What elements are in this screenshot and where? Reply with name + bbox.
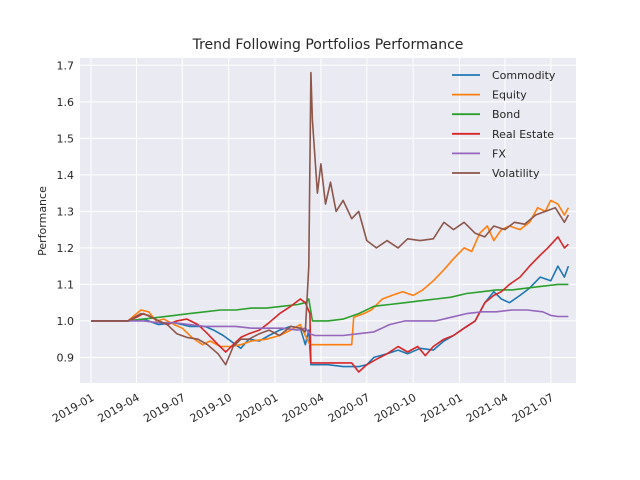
series-line-fx — [91, 309, 569, 337]
legend: Commodity Equity Bond Real Estate FX Volatili… — [452, 69, 556, 180]
y-tick-label: 1.4 — [57, 169, 75, 182]
legend-entry: Bond — [492, 108, 520, 121]
series-layer — [91, 71, 570, 373]
y-tick-label: 1.3 — [57, 205, 75, 218]
y-axis-label: Performance — [36, 186, 49, 256]
y-tick-label: 1.2 — [57, 242, 75, 255]
plot-area — [80, 58, 576, 383]
y-axis-ticks: 0.9 1.0 1.1 1.2 1.3 1.4 1.5 1.6 1.7 — [57, 59, 75, 364]
y-tick-label: 0.9 — [57, 351, 75, 364]
legend-entry: Equity — [492, 89, 527, 102]
chart-title: Trend Following Portfolios Performance — [192, 37, 464, 53]
legend-entry: FX — [492, 147, 506, 160]
series-line-volatility — [91, 71, 570, 366]
legend-entry: Real Estate — [492, 128, 554, 141]
y-tick-label: 1.5 — [57, 132, 75, 145]
y-tick-label: 1.6 — [57, 96, 75, 109]
grid — [80, 58, 576, 383]
series-line-bond — [91, 283, 569, 322]
legend-entry: Commodity — [492, 69, 556, 82]
y-tick-label: 1.1 — [57, 278, 75, 291]
legend-entry: Volatility — [492, 167, 540, 180]
y-tick-label: 1.7 — [57, 59, 75, 72]
y-tick-label: 1.0 — [57, 315, 75, 328]
series-line-real-estate — [91, 236, 569, 373]
series-line-commodity — [91, 265, 570, 368]
